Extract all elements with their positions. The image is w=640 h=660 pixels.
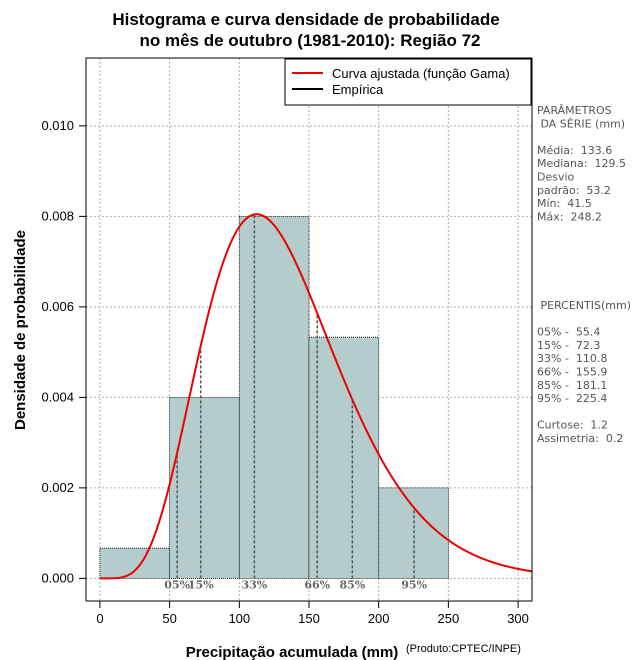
percentile-label-4: 85% [339, 578, 365, 591]
params-line-0: PARÂMETROS [537, 104, 612, 117]
x-tick-label-3: 150 [298, 611, 320, 626]
percentiles-line-5: 66% - 155.9 [537, 366, 607, 379]
y-axis: 0.000 0.002 0.004 0.006 0.008 0.010 [41, 118, 87, 585]
y-tick-label-5: 0.010 [41, 118, 74, 133]
x-tick-label-4: 200 [368, 611, 390, 626]
percentile-lines [176, 214, 415, 579]
gamma-curve [99, 213, 533, 580]
product-credit: (Produto:CPTEC/INPE) [406, 643, 521, 655]
params-panel: PARÂMETROS DA SÉRIE (mm) Média: 133.6Medi… [537, 104, 626, 223]
params-line-8: Máx: 248.2 [537, 210, 602, 223]
x-tick-label-6: 300 [507, 611, 529, 626]
bar-2 [238, 215, 310, 579]
percentile-label-0: 05% [164, 578, 190, 591]
chart-title-line-2: no mês de outubro (1981-2010): Região 72 [139, 31, 480, 50]
y-tick-label-2: 0.004 [41, 389, 74, 404]
percentile-label-1: 15% [188, 578, 214, 591]
legend-label-empirical: Empírica [332, 82, 384, 97]
percentiles-line-10: Assimetria: 0.2 [537, 432, 623, 445]
params-line-4: Mediana: 129.5 [537, 157, 626, 170]
bar-1 [169, 396, 240, 579]
percentile-label-2: 33% [241, 578, 267, 591]
x-tick-label-0: 0 [96, 611, 103, 626]
chart-title-line-1: Histograma e curva densidade de probabil… [112, 10, 499, 29]
y-tick-label-0: 0.000 [41, 570, 74, 585]
percentiles-line-9: Curtose: 1.2 [537, 419, 608, 432]
percentiles-line-4: 33% - 110.8 [537, 352, 607, 365]
percentiles-line-0: PERCENTIS(mm) [537, 299, 631, 312]
y-tick-label-1: 0.002 [41, 480, 74, 495]
legend-box [284, 58, 532, 106]
y-tick-label-4: 0.008 [41, 208, 74, 223]
legend-label-gamma: Curva ajustada (função Gama) [332, 66, 510, 81]
percentiles-line-6: 85% - 181.1 [537, 379, 607, 392]
percentile-label-5: 95% [401, 578, 427, 591]
x-axis: 0 50 100 150 200 250 300 [96, 600, 529, 626]
percentile-label-3: 66% [304, 578, 330, 591]
params-line-5: Desvio [537, 171, 575, 184]
x-tick-label-1: 50 [162, 611, 176, 626]
params-line-7: Mín: 41.5 [537, 197, 592, 210]
x-axis-label: Precipitação acumulada (mm) [186, 644, 399, 660]
y-axis-label: Densidade de probabilidade [12, 230, 29, 430]
percentile-labels: 05%15% 33% 66% 85% 95% [164, 578, 427, 591]
percentiles-line-2: 05% - 55.4 [537, 326, 600, 339]
percentiles-line-3: 15% - 72.3 [537, 339, 600, 352]
y-tick-label-3: 0.006 [41, 299, 74, 314]
histogram-bars [99, 215, 449, 579]
params-line-6: padrão: 53.2 [537, 184, 611, 197]
bar-3 [308, 336, 380, 579]
x-tick-label-2: 100 [228, 611, 250, 626]
params-line-1: DA SÉRIE (mm) [537, 117, 625, 130]
legend: Curva ajustada (função Gama) Empírica [284, 58, 532, 106]
percentiles-line-7: 95% - 225.4 [537, 392, 607, 405]
percentiles-panel: PERCENTIS(mm) 05% - 55.415% - 72.333% - 1… [537, 299, 631, 445]
bar-0 [99, 547, 171, 579]
x-tick-label-5: 250 [438, 611, 460, 626]
params-line-3: Média: 133.6 [537, 144, 612, 157]
